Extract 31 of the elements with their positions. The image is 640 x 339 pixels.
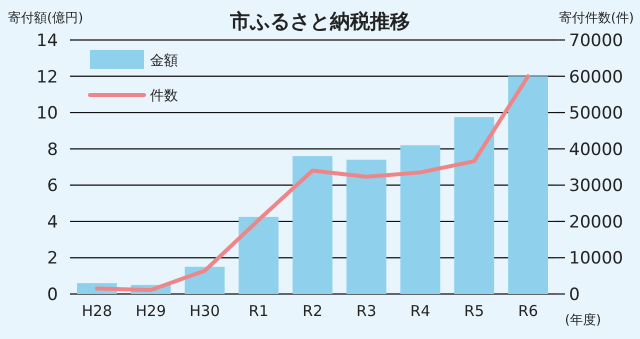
y-tick-label: 4: [47, 212, 58, 232]
y-tick-label: 2: [47, 248, 58, 269]
legend-label: 件数: [150, 88, 178, 104]
x-axis-title: (年度): [564, 312, 602, 328]
y-tick-label: 6: [47, 176, 58, 196]
y2-tick-label: 50000: [569, 104, 624, 124]
x-tick-label: R4: [410, 302, 430, 320]
legend-label: 金額: [150, 53, 178, 69]
y2-tick-label: 60000: [569, 67, 624, 88]
y2-axis-title: 寄付件数(件): [558, 10, 634, 26]
y-tick-label: 12: [36, 67, 58, 88]
y2-tick-label: 0: [569, 285, 580, 305]
x-tick-label: R6: [518, 302, 538, 320]
chart-title: 市ふるさと納税推移: [229, 9, 410, 33]
x-tick-label: R2: [302, 302, 322, 320]
x-tick-label: H29: [136, 302, 166, 320]
y-tick-label: 0: [47, 285, 58, 305]
x-tick-label: H30: [190, 302, 220, 320]
y2-tick-label: 40000: [569, 140, 624, 160]
y2-tick-label: 20000: [569, 212, 624, 232]
y2-tick-label: 30000: [569, 176, 624, 196]
x-tick-label: H28: [82, 302, 112, 320]
x-tick-label: R5: [464, 302, 484, 320]
y-tick-label: 8: [47, 140, 58, 160]
y-axis-title: 寄付額(億円): [8, 10, 84, 26]
y2-tick-label: 10000: [569, 248, 624, 269]
x-tick-label: R1: [248, 302, 269, 320]
x-tick-label: R3: [356, 302, 376, 320]
y-tick-label: 10: [36, 104, 58, 124]
y-tick-label: 14: [36, 31, 58, 51]
y2-tick-label: 70000: [569, 31, 624, 51]
